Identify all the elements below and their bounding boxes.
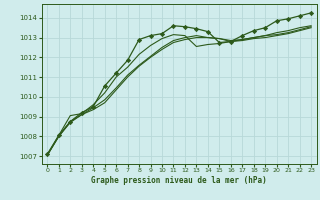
X-axis label: Graphe pression niveau de la mer (hPa): Graphe pression niveau de la mer (hPa): [91, 176, 267, 185]
